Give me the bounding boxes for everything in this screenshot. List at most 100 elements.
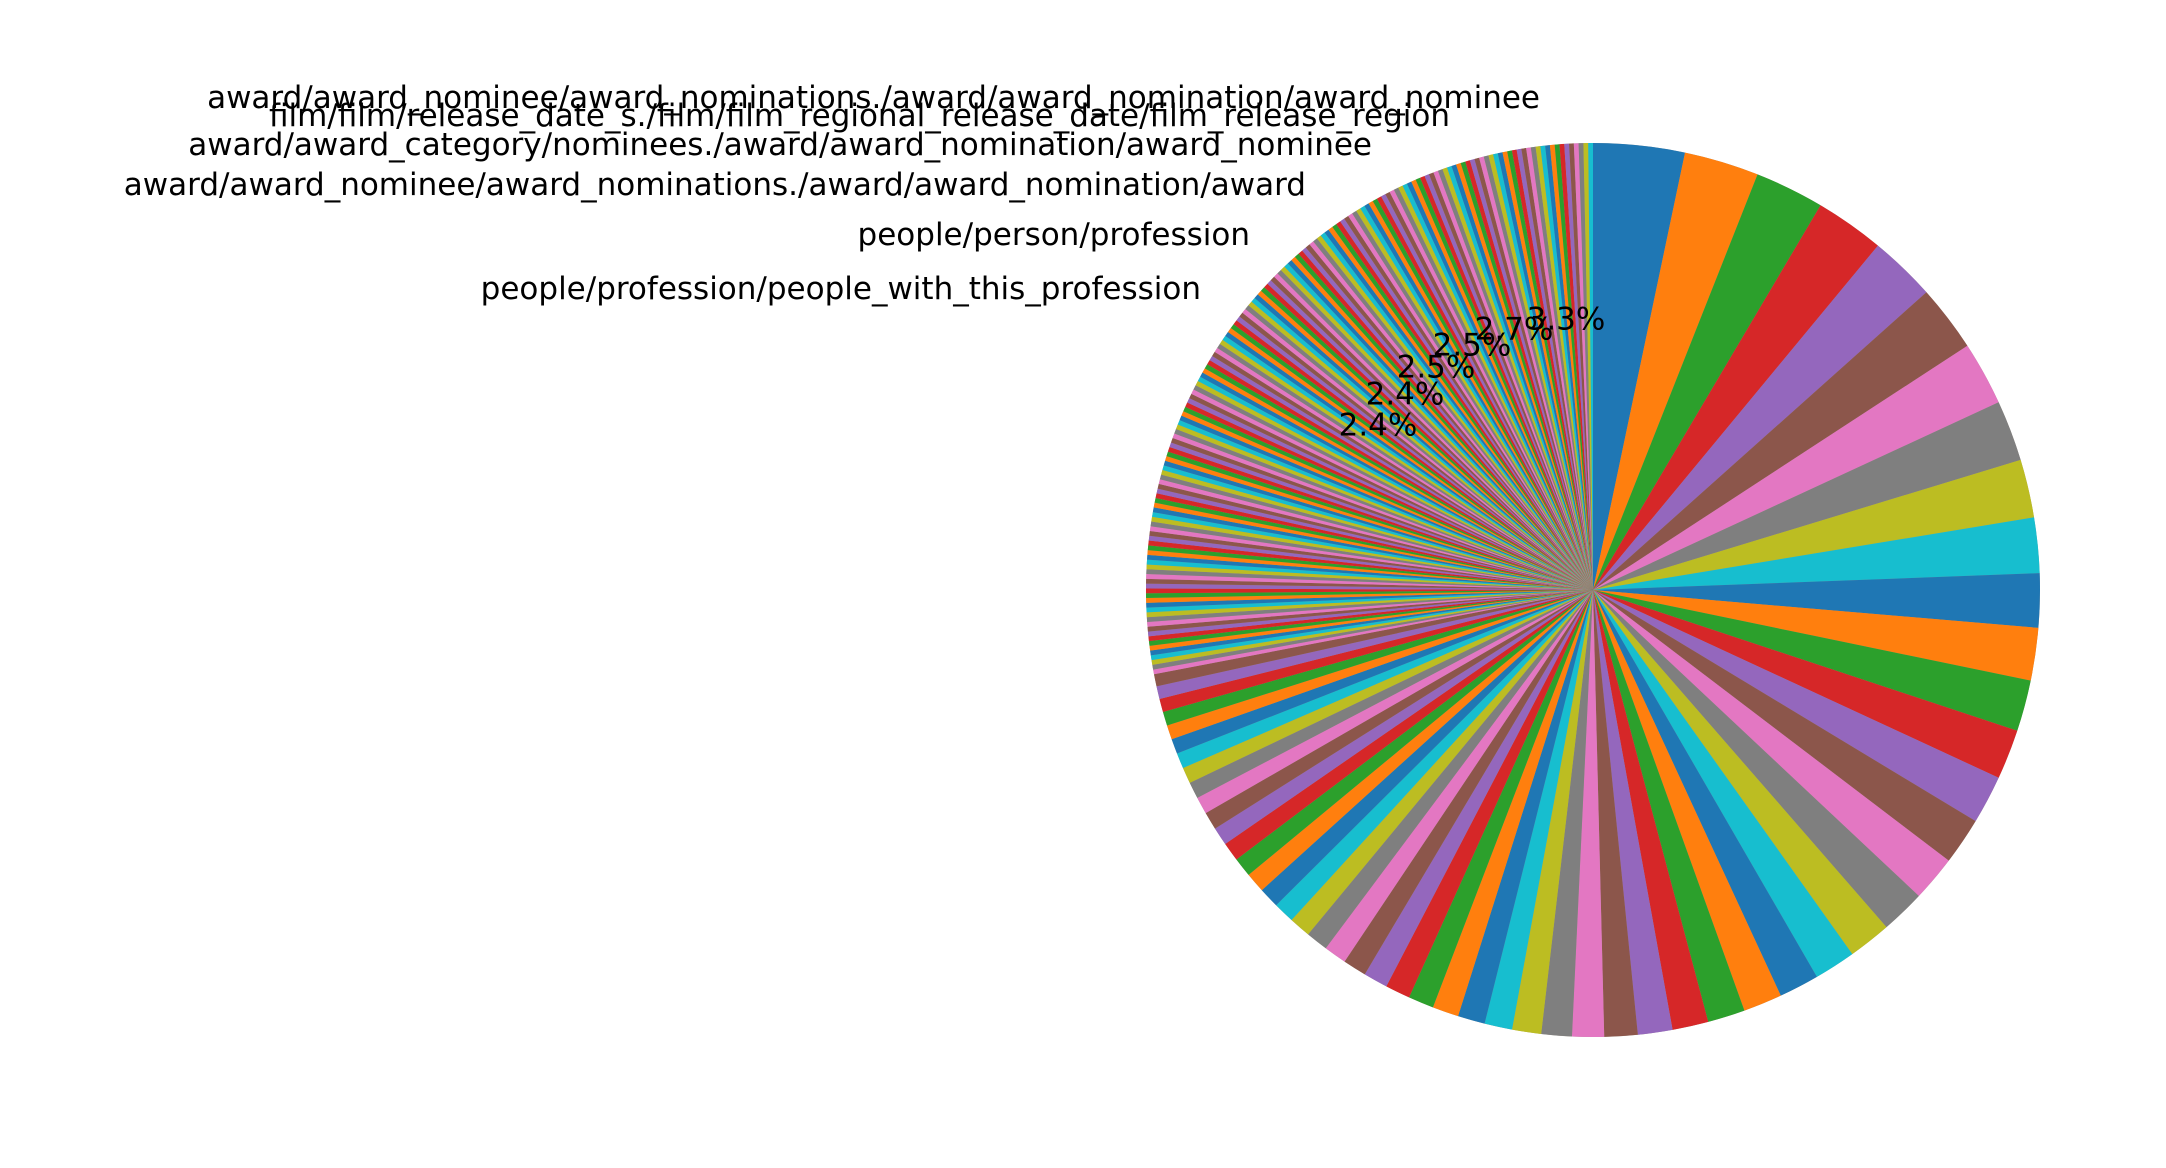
pct-label-1: 2.7%	[1475, 312, 1554, 348]
pie-slice-148	[1280, 266, 1593, 590]
pie-slice-121	[1202, 368, 1593, 590]
pie-slice-74	[1146, 583, 1593, 590]
pie-slice-102	[1166, 451, 1593, 590]
pie-slice-194	[1469, 159, 1593, 590]
pie-slice-157	[1313, 238, 1593, 590]
pie-slice-27	[1541, 590, 1593, 1037]
pie-slice-108	[1176, 424, 1593, 590]
pie-slice-140	[1254, 294, 1593, 590]
pie-slice-170	[1364, 203, 1593, 590]
pie-slice-32	[1409, 590, 1593, 1008]
pie-slice-207	[1530, 146, 1593, 590]
pie-slice-167	[1352, 210, 1593, 591]
pie-slice-119	[1197, 376, 1593, 590]
pie-slice-141	[1257, 290, 1593, 590]
pie-slice-136	[1242, 309, 1593, 590]
pie-slice-206	[1526, 147, 1593, 590]
pie-slice-52	[1162, 590, 1593, 726]
pie-slice-174	[1381, 194, 1593, 590]
pie-slice-41	[1248, 590, 1593, 891]
pie-slice-192	[1460, 161, 1593, 590]
pie-slice-37	[1308, 590, 1593, 949]
pie-slice-149	[1284, 263, 1593, 590]
pie-slice-29	[1484, 590, 1593, 1030]
pie-slice-90	[1152, 507, 1593, 590]
pie-slice-67	[1146, 590, 1593, 623]
pie-slice-34	[1364, 590, 1593, 987]
pie-slice-65	[1147, 590, 1593, 632]
pie-slice-62	[1148, 590, 1593, 646]
pie-slice-5	[1593, 292, 1968, 590]
pie-slice-115	[1189, 393, 1593, 590]
pie-slice-10	[1593, 573, 2040, 628]
pie-slice-169	[1360, 205, 1593, 591]
pie-slice-143	[1264, 283, 1593, 590]
percentage-labels: 3.3% 2.7% 2.5% 2.5% 2.4% 2.4%	[1339, 302, 1606, 444]
pie-slice-59	[1150, 590, 1593, 661]
pie-slice-196	[1479, 156, 1593, 590]
pie-slice-98	[1161, 469, 1593, 590]
pie-slice-51	[1167, 590, 1593, 740]
pie-slice-188	[1442, 167, 1593, 590]
pie-slice-213	[1559, 143, 1593, 590]
pie-slice-146	[1274, 273, 1593, 590]
pie-slice-158	[1316, 235, 1593, 590]
pie-slice-94	[1156, 488, 1593, 590]
pie-slice-126	[1214, 347, 1593, 590]
pie-slice-137	[1245, 305, 1593, 590]
pie-slice-86	[1149, 526, 1593, 590]
pie-slice-71	[1146, 590, 1593, 603]
pie-slice-9	[1593, 517, 2040, 590]
pie-slice-128	[1219, 339, 1593, 590]
pie-slice-125	[1212, 351, 1593, 590]
pie-slice-69	[1146, 590, 1593, 613]
pie-slice-64	[1147, 590, 1593, 637]
pie-slice-215	[1569, 143, 1593, 590]
pie-slice-3	[1593, 205, 1878, 590]
pie-slice-20	[1593, 590, 1817, 996]
pie-slice-75	[1146, 578, 1593, 590]
pie-slice-153	[1298, 250, 1593, 590]
pie-slice-144	[1267, 280, 1593, 590]
pie-slice-195	[1474, 157, 1593, 590]
pie-slice-200	[1497, 152, 1593, 590]
pie-slice-21	[1593, 590, 1781, 1011]
pie-slice-13	[1593, 590, 2018, 778]
pie-slice-17	[1593, 590, 1919, 928]
pie-slice-16	[1593, 590, 1949, 896]
pie-slice-209	[1540, 145, 1593, 590]
pie-slice-179	[1402, 183, 1593, 590]
pie-slice-162	[1332, 224, 1593, 590]
pie-slice-14	[1593, 590, 1999, 822]
pie-slice-164	[1340, 218, 1593, 590]
pie-slice-6	[1593, 345, 1999, 590]
pie-slice-156	[1309, 241, 1593, 590]
pie-slice-47	[1189, 590, 1593, 798]
pie-slice-54	[1156, 590, 1593, 699]
pct-label-2: 2.5%	[1433, 328, 1512, 364]
pie-slice-8	[1593, 459, 2035, 590]
pie-slice-38	[1291, 590, 1593, 935]
pie-slice-191	[1456, 163, 1593, 591]
pie-slice-92	[1154, 497, 1593, 590]
pie-slice-63	[1148, 590, 1593, 642]
slice-label-2: award/award_category/nominees./award/awa…	[188, 127, 1372, 163]
pie-slice-2	[1593, 174, 1821, 590]
pie-slice-127	[1217, 343, 1593, 590]
pie-slice-58	[1151, 590, 1593, 665]
pie-slice-193	[1465, 160, 1593, 591]
pie-slice-45	[1205, 590, 1593, 829]
pie-slice-39	[1276, 590, 1593, 921]
slice-label-4: people/person/profession	[858, 217, 1250, 253]
pie-slice-50	[1171, 590, 1593, 754]
pie-slice-107	[1174, 429, 1593, 590]
pie-slice-198	[1488, 154, 1593, 590]
pie-slice-44	[1214, 590, 1593, 845]
pie-slice-205	[1521, 148, 1593, 591]
pie-slice-186	[1433, 170, 1593, 590]
pie-slice-97	[1159, 474, 1593, 590]
pie-slice-203	[1511, 149, 1593, 590]
pie-slice-172	[1372, 198, 1593, 590]
pie-slice-40	[1261, 590, 1593, 906]
pie-slice-19	[1593, 590, 1853, 977]
